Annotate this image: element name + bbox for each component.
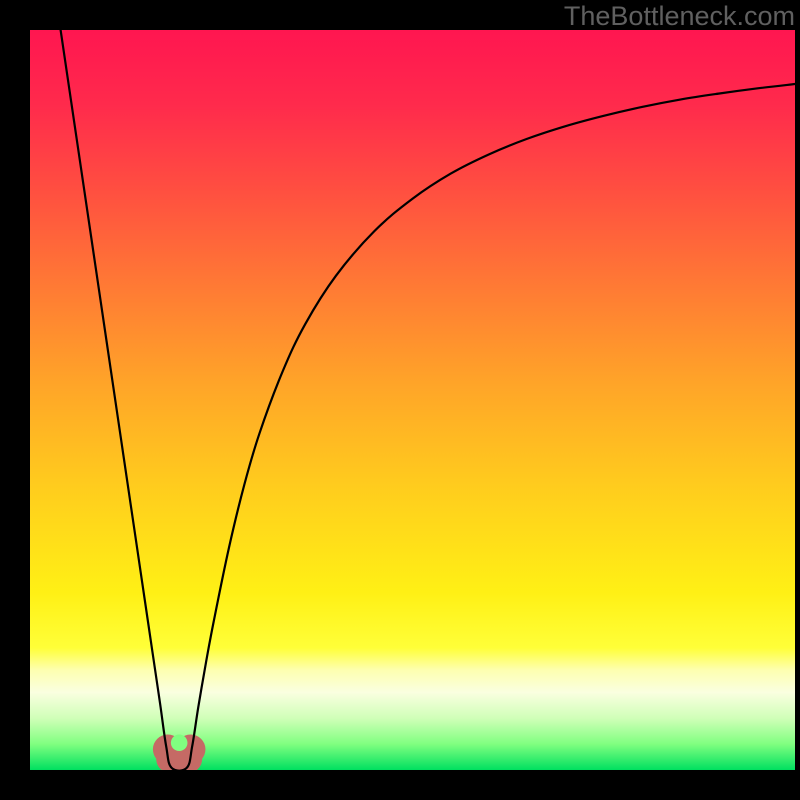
plot-svg [30, 30, 795, 770]
plot-area [30, 30, 795, 770]
bottleneck-curve [61, 30, 795, 770]
chart-frame: TheBottleneck.com [0, 0, 800, 800]
min-marker [153, 734, 206, 770]
watermark-text: TheBottleneck.com [564, 1, 795, 32]
